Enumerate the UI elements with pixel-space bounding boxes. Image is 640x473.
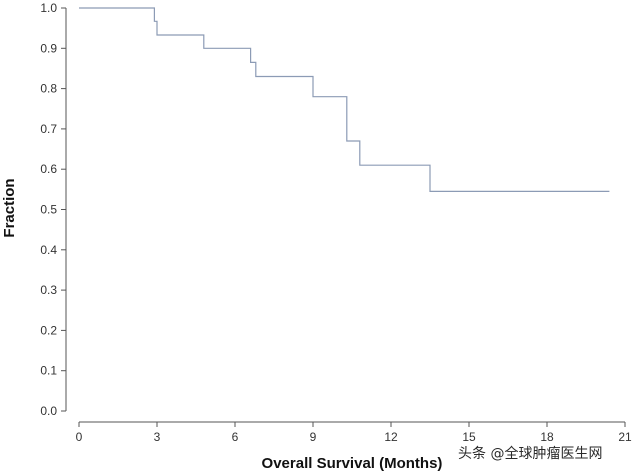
x-tick-label: 9	[310, 430, 317, 444]
y-tick-label: 0.6	[40, 162, 57, 176]
x-tick-label: 6	[232, 430, 239, 444]
plot-area	[79, 7, 610, 192]
y-tick-label: 0.2	[40, 323, 57, 337]
watermark-text: 头条 @全球肿瘤医生网	[458, 445, 602, 462]
survival-curve-0	[79, 7, 610, 192]
y-axis-title: Fraction	[1, 178, 18, 237]
x-tick-label: 0	[76, 430, 83, 444]
y-axis: 0.0 0.1 0.2 0.3 0.4 0.5 0.6 0.7 0.8 0.9 1.0	[40, 1, 67, 418]
y-tick-label: 0.4	[40, 243, 57, 257]
y-tick-label: 0.5	[40, 203, 57, 217]
y-tick-label: 0.3	[40, 283, 57, 297]
y-tick-label: 0.8	[40, 82, 57, 96]
x-tick-label: 18	[540, 430, 554, 444]
y-tick-label: 0.7	[40, 122, 57, 136]
y-tick-label: 1.0	[40, 1, 57, 15]
x-axis-title: Overall Survival (Months)	[262, 455, 443, 472]
x-tick-label: 21	[618, 430, 632, 444]
y-tick-label: 0.1	[40, 364, 57, 378]
x-tick-label: 12	[384, 430, 398, 444]
x-tick-label: 3	[154, 430, 161, 444]
y-tick-label: 0.9	[40, 41, 57, 55]
y-tick-label: 0.0	[40, 404, 57, 418]
x-axis: 0 3 6 9 12 15 18 21	[76, 421, 632, 444]
x-tick-label: 15	[462, 430, 476, 444]
